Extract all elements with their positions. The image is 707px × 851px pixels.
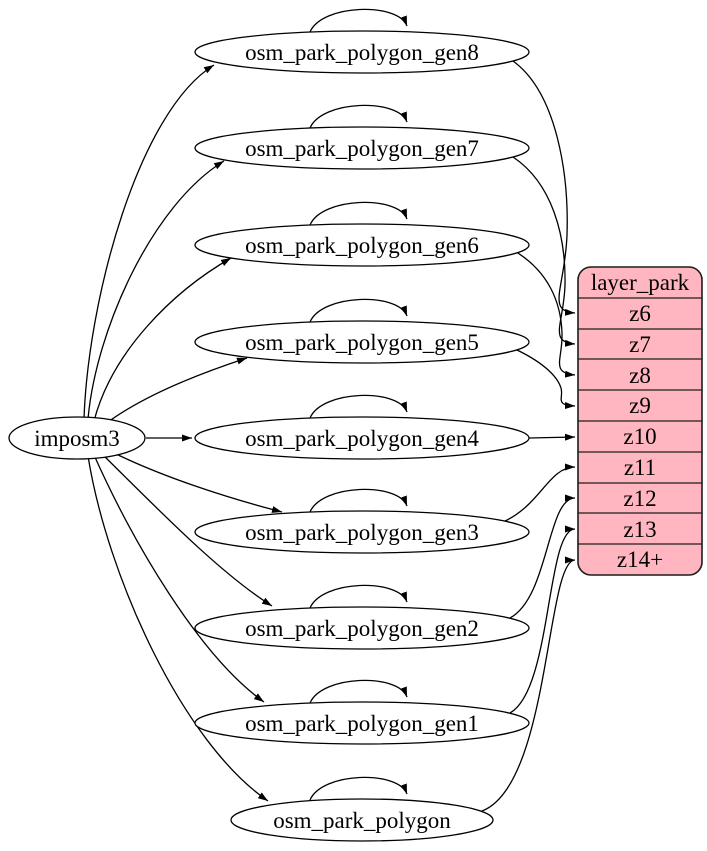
node-osm-park-polygon: osm_park_polygon (230, 798, 494, 842)
edge-gen6-to-z8 (512, 249, 576, 378)
edges-to-layer-park (481, 60, 576, 812)
gen4-label: osm_park_polygon_gen4 (245, 426, 479, 451)
gen2-label: osm_park_polygon_gen2 (245, 616, 479, 641)
edge-imposm3-to-gen7 (87, 160, 225, 420)
self-loop-gen3 (309, 488, 408, 513)
layer-park-title: layer_park (591, 270, 690, 295)
edge-gen1-to-z13 (509, 525, 576, 714)
self-loop-polygon (309, 776, 408, 801)
node-osm-park-polygon-gen1: osm_park_polygon_gen1 (194, 701, 530, 745)
edge-gen2-to-z12 (509, 494, 576, 619)
edge-imposm3-to-gen1 (93, 454, 265, 703)
zoom-row-z9: z9 (629, 393, 651, 418)
zoom-row-z12: z12 (623, 486, 656, 511)
edge-imposm3-to-gen8 (83, 64, 215, 420)
node-osm-park-polygon-gen2: osm_park_polygon_gen2 (194, 606, 530, 650)
polygon-label: osm_park_polygon (273, 808, 451, 833)
gen1-label: osm_park_polygon_gen1 (245, 711, 479, 736)
zoom-row-z7: z7 (629, 332, 651, 357)
node-osm-park-polygon-gen6: osm_park_polygon_gen6 (194, 223, 530, 267)
node-osm-park-polygon-gen4: osm_park_polygon_gen4 (194, 416, 530, 460)
gen3-ellipse (194, 510, 530, 554)
gen7-ellipse (194, 126, 530, 170)
edges-self-loops (309, 8, 408, 801)
node-osm-park-polygon-gen7: osm_park_polygon_gen7 (194, 126, 530, 170)
edge-polygon-to-z14plus (481, 556, 576, 812)
gen5-label: osm_park_polygon_gen5 (245, 330, 479, 355)
self-loop-gen1 (309, 679, 408, 704)
edges-imposm3-fanout (83, 64, 283, 802)
edge-gen5-to-z9 (516, 349, 576, 410)
edge-imposm3-to-gen2 (100, 452, 273, 607)
gen7-label: osm_park_polygon_gen7 (245, 136, 479, 161)
gen5-ellipse (194, 320, 530, 364)
edge-imposm3-to-gen3 (109, 450, 283, 513)
zoom-row-z8: z8 (629, 363, 651, 388)
edge-gen4-to-z10 (528, 433, 576, 441)
self-loop-gen8 (309, 8, 408, 33)
imposm3-label: imposm3 (34, 426, 120, 451)
imposm3-ellipse (8, 416, 146, 460)
zoom-row-z6: z6 (629, 301, 651, 326)
zoom-row-z13: z13 (623, 517, 656, 542)
self-loop-gen7 (309, 104, 408, 129)
node-osm-park-polygon-gen5: osm_park_polygon_gen5 (194, 320, 530, 364)
self-loop-gen5 (309, 298, 408, 323)
gen4-ellipse (194, 416, 530, 460)
gen2-ellipse (194, 606, 530, 650)
edge-imposm3-to-gen6 (93, 257, 232, 422)
gen6-ellipse (194, 223, 530, 267)
gen3-label: osm_park_polygon_gen3 (245, 520, 479, 545)
edge-gen7-to-z7 (512, 156, 576, 347)
zoom-row-z11: z11 (624, 455, 656, 480)
node-osm-park-polygon-gen3: osm_park_polygon_gen3 (194, 510, 530, 554)
self-loop-gen6 (309, 201, 408, 226)
gen1-ellipse (194, 701, 530, 745)
gen8-label: osm_park_polygon_gen8 (245, 40, 479, 65)
edge-imposm3-to-polygon (87, 455, 269, 802)
node-layer-park: layer_park z6 z7 z8 z9 z10 z11 z12 z13 z… (577, 266, 703, 576)
edge-imposm3-to-gen5 (103, 357, 248, 426)
edge-gen3-to-z11 (504, 463, 576, 522)
node-osm-park-polygon-gen8: osm_park_polygon_gen8 (194, 30, 530, 74)
self-loop-gen2 (309, 584, 408, 609)
gen8-ellipse (194, 30, 530, 74)
zoom-row-z14plus: z14+ (617, 547, 663, 572)
gen6-label: osm_park_polygon_gen6 (245, 233, 479, 258)
zoom-row-z10: z10 (623, 424, 656, 449)
polygon-ellipse (230, 798, 494, 842)
edge-gen8-to-z6 (512, 60, 576, 316)
self-loop-gen4 (309, 394, 408, 419)
node-imposm3: imposm3 (8, 416, 146, 460)
